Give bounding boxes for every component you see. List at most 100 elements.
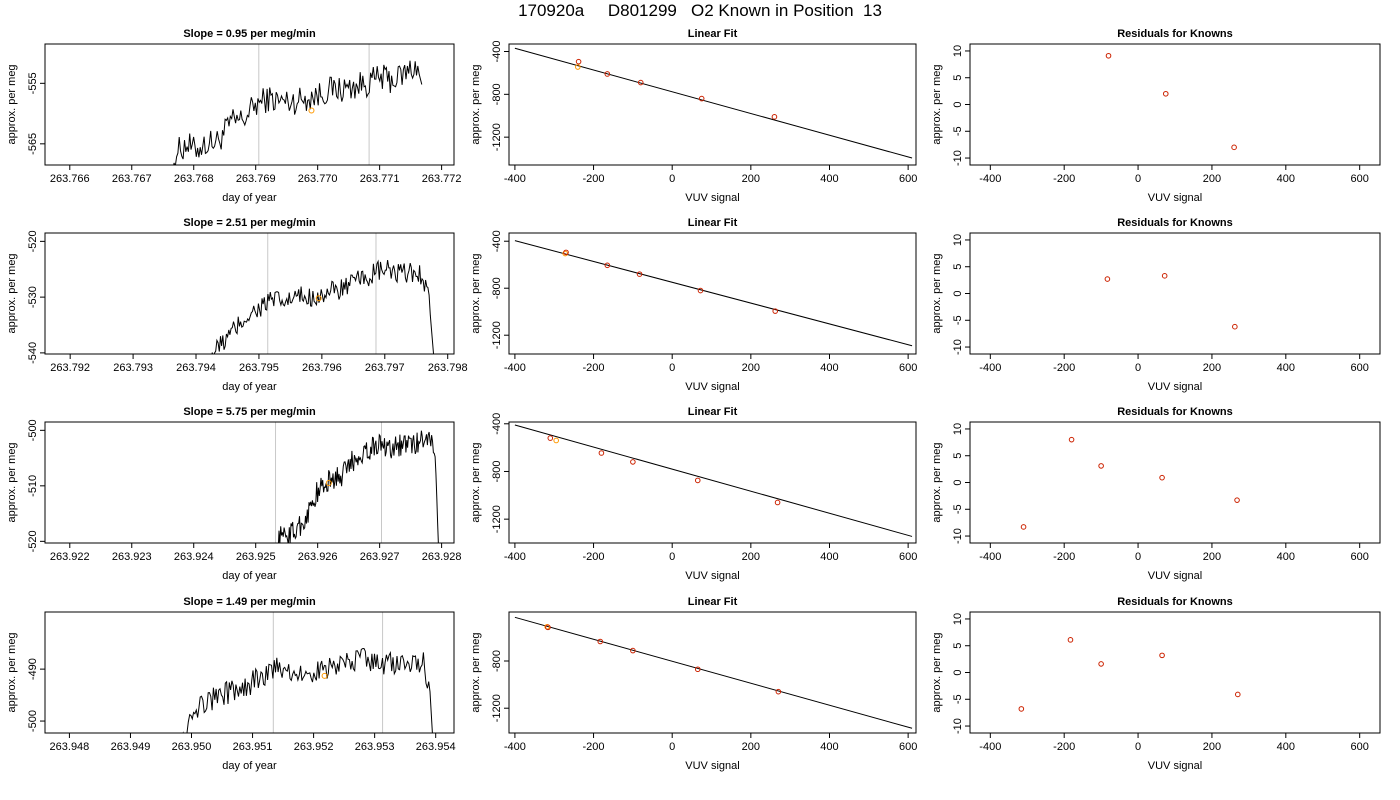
y-axis-label: approx. per meg — [6, 64, 18, 144]
x-axis-label: day of year — [222, 192, 277, 204]
y-axis-label: approx. per meg — [470, 253, 482, 333]
x-tick-label: 263.798 — [428, 362, 468, 374]
x-tick-label: 263.927 — [360, 551, 400, 563]
x-tick-label: 0 — [669, 362, 675, 374]
residual-point — [1232, 323, 1238, 330]
x-tick-label: 200 — [742, 741, 760, 753]
mean-marker — [325, 480, 332, 487]
x-tick-label: 600 — [1351, 551, 1369, 563]
y-tick-label: -5 — [952, 315, 964, 325]
fit-point — [694, 477, 701, 484]
y-axis-label: approx. per meg — [470, 442, 482, 522]
x-axis-label: VUV signal — [685, 760, 739, 772]
x-tick-label: 0 — [1135, 551, 1141, 563]
plot-area — [514, 616, 913, 729]
x-tick-label: 263.793 — [113, 362, 153, 374]
residual-point — [1159, 474, 1165, 481]
x-tick-label: -400 — [504, 741, 526, 753]
x-tick-label: 263.948 — [50, 741, 90, 753]
plot-frame — [508, 43, 917, 166]
y-axis-label: approx. per meg — [6, 632, 18, 712]
y-tick-label: 0 — [952, 669, 964, 675]
x-tick-label: 200 — [1203, 362, 1221, 374]
page-title: 170920a D801299 O2 Known in Position 13 — [518, 1, 882, 20]
plot-frame — [44, 232, 455, 355]
x-axis-label: VUV signal — [685, 570, 739, 582]
mean-marker — [308, 107, 315, 114]
y-tick-label: -500 — [27, 419, 39, 441]
x-tick-label: 400 — [820, 741, 838, 753]
plot-frame — [44, 421, 455, 544]
x-tick-label: -400 — [979, 173, 1001, 185]
x-tick-label: 263.767 — [112, 173, 152, 185]
x-tick-label: 263.953 — [355, 741, 395, 753]
fit-line — [514, 424, 913, 537]
y-tick-label: -400 — [491, 40, 503, 62]
residual-point — [1159, 652, 1165, 659]
x-axis-label: day of year — [222, 381, 277, 393]
x-tick-label: 600 — [899, 173, 917, 185]
x-tick-label: 263.925 — [236, 551, 276, 563]
y-axis-label: approx. per meg — [931, 632, 943, 712]
x-tick-label: 263.770 — [298, 173, 338, 185]
y-tick-label: -800 — [491, 277, 503, 299]
y-axis-label: approx. per meg — [470, 64, 482, 144]
y-tick-label: 5 — [952, 264, 964, 270]
fit-point — [604, 262, 611, 269]
plot-frame — [969, 232, 1381, 355]
x-tick-label: 200 — [742, 551, 760, 563]
fit-point — [547, 435, 554, 441]
x-axis-label: VUV signal — [1148, 760, 1202, 772]
y-tick-label: -10 — [952, 528, 964, 544]
x-tick-label: -200 — [583, 173, 605, 185]
plot-frame — [969, 43, 1381, 166]
residual-point — [1020, 524, 1027, 530]
fit-point — [598, 450, 605, 456]
x-tick-label: 263.795 — [239, 362, 279, 374]
plot-area — [211, 233, 435, 354]
y-tick-label: -10 — [952, 150, 964, 166]
y-tick-label: -1200 — [491, 321, 503, 349]
x-tick-label: 263.792 — [50, 362, 90, 374]
x-tick-label: 0 — [1135, 173, 1141, 185]
plot-area — [1018, 637, 1241, 712]
x-axis-label: VUV signal — [1148, 192, 1202, 204]
x-tick-label: 263.950 — [172, 741, 212, 753]
x-axis-label: VUV signal — [1148, 381, 1202, 393]
y-tick-label: 10 — [952, 423, 964, 435]
y-tick-label: -555 — [27, 72, 39, 94]
plot-frame — [508, 232, 917, 355]
x-axis-label: VUV signal — [685, 192, 739, 204]
plot-area — [514, 424, 913, 537]
panel-title: Slope = 1.49 per meg/min — [183, 596, 316, 608]
y-tick-label: 5 — [952, 75, 964, 81]
residual-point — [1234, 691, 1241, 698]
y-tick-label: -1200 — [491, 694, 503, 722]
x-tick-label: 400 — [820, 173, 838, 185]
residual-point — [1161, 273, 1168, 279]
signal-trace — [276, 430, 439, 543]
panel-title: Slope = 0.95 per meg/min — [183, 28, 316, 40]
panel-title: Residuals for Knowns — [1117, 217, 1233, 229]
fit-point — [775, 688, 782, 695]
x-tick-label: -200 — [583, 551, 605, 563]
y-axis-label: approx. per meg — [931, 442, 943, 522]
x-tick-label: 263.794 — [176, 362, 216, 374]
plot-area — [514, 47, 913, 159]
y-tick-label: -800 — [491, 460, 503, 482]
fit-point — [637, 79, 644, 86]
x-tick-label: 200 — [1203, 551, 1221, 563]
x-tick-label: -400 — [979, 741, 1001, 753]
x-tick-label: -400 — [504, 173, 526, 185]
plot-frame — [969, 421, 1381, 544]
plot-area — [1020, 436, 1240, 530]
fit-point — [698, 95, 705, 102]
x-tick-label: 0 — [669, 551, 675, 563]
plot-frame — [508, 611, 917, 734]
y-tick-label: -400 — [491, 413, 503, 435]
x-tick-label: -400 — [504, 362, 526, 374]
x-tick-label: 600 — [1351, 741, 1369, 753]
plot-frame — [969, 611, 1381, 734]
y-tick-label: 5 — [952, 643, 964, 649]
fit-line — [514, 47, 913, 159]
